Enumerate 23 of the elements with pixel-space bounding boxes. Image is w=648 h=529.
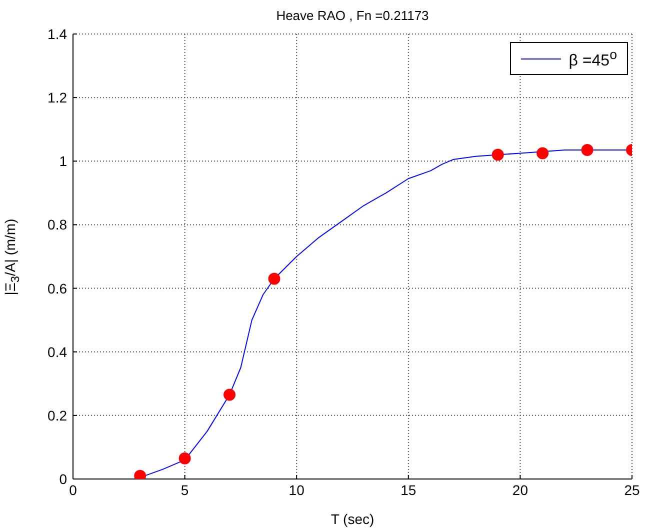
x-tick-label: 0 (69, 482, 78, 498)
legend-label: β =45$^{o}$ (568, 47, 617, 70)
point (536, 147, 549, 160)
point (581, 144, 594, 156)
y-tick-label: 1.4 (48, 26, 68, 42)
point (224, 388, 236, 401)
y-tick-label: 0.8 (48, 216, 68, 233)
y-tick-label: 1.2 (48, 90, 68, 106)
y-tick-label: 0.2 (48, 407, 68, 424)
x-tick-label: 10 (288, 482, 305, 498)
y-tick-label: 0 (59, 470, 68, 487)
y-tick-label: 0.4 (48, 344, 68, 360)
point (268, 272, 280, 285)
point (492, 148, 504, 161)
x-tick-label: 20 (512, 482, 528, 498)
x-tick-label: 5 (180, 482, 189, 498)
x-tick-label: 25 (624, 482, 640, 498)
point (178, 452, 191, 464)
y-tick-label: 1 (59, 153, 68, 170)
x-axis-title: T (sec) (330, 511, 376, 527)
x-tick-label: 15 (400, 482, 416, 498)
chart-title: Heave RAO , Fn =0.21173 (275, 8, 430, 23)
y-tick-label: 0.6 (48, 280, 68, 296)
